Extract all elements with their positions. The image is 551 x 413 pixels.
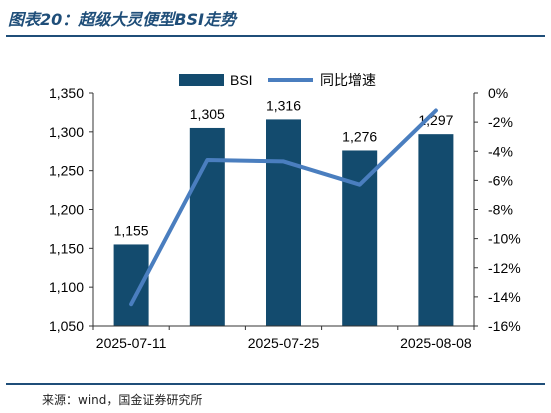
chart-title: 图表20：超级大灵便型BSI走势 (8, 10, 236, 29)
left-tick-label: 1,100 (49, 279, 84, 295)
legend-yoy-label: 同比增速 (320, 72, 376, 88)
legend-bsi-label: BSI (230, 72, 253, 88)
bar-2025-08-01 (342, 150, 378, 326)
right-tick-label: -6% (488, 172, 513, 188)
left-tick-label: 1,300 (49, 124, 84, 140)
x-tick-label: 2025-08-08 (400, 335, 472, 351)
bar-2025-07-25 (266, 119, 301, 326)
bar-value-label: 1,155 (114, 222, 149, 238)
bar-value-label: 1,305 (190, 106, 225, 122)
bar-value-label: 1,297 (418, 112, 453, 128)
bar-value-label: 1,316 (266, 97, 301, 113)
right-tick-label: -14% (488, 289, 521, 305)
title-rule (6, 35, 545, 37)
bar-2025-07-18 (189, 127, 225, 326)
left-tick-label: 1,150 (49, 240, 84, 256)
left-tick-label: 1,050 (49, 318, 84, 334)
x-tick-label: 2025-07-25 (248, 335, 320, 351)
left-tick-label: 1,250 (49, 163, 84, 179)
right-tick-label: -10% (488, 231, 521, 247)
right-tick-label: -12% (488, 260, 521, 276)
x-tick-label: 2025-07-11 (96, 335, 167, 351)
axes: 1,050 1,100 1,150 1,200 1,250 1,300 1,350 -16% -… (49, 85, 521, 351)
legend: BSI 同比增速 (179, 72, 376, 88)
right-tick-label: 0% (488, 85, 508, 101)
bar-2025-08-08 (418, 134, 454, 326)
right-tick-label: -4% (488, 143, 513, 159)
right-tick-label: -8% (488, 202, 513, 218)
line-series (129, 108, 438, 307)
bar-value-label: 1,276 (342, 128, 377, 144)
bar-series (113, 119, 454, 326)
source-note: 来源：wind，国金证券研究所 (42, 393, 203, 407)
footer-rule (6, 383, 545, 385)
left-tick-label: 1,200 (49, 202, 84, 218)
legend-bsi-swatch (179, 74, 224, 86)
yoy-growth-line (129, 108, 438, 307)
right-tick-label: -2% (488, 114, 513, 130)
bar-data-labels: 1,155 1,305 1,316 1,276 1,297 (114, 97, 454, 238)
right-tick-label: -16% (488, 318, 521, 334)
left-tick-label: 1,350 (49, 85, 84, 101)
